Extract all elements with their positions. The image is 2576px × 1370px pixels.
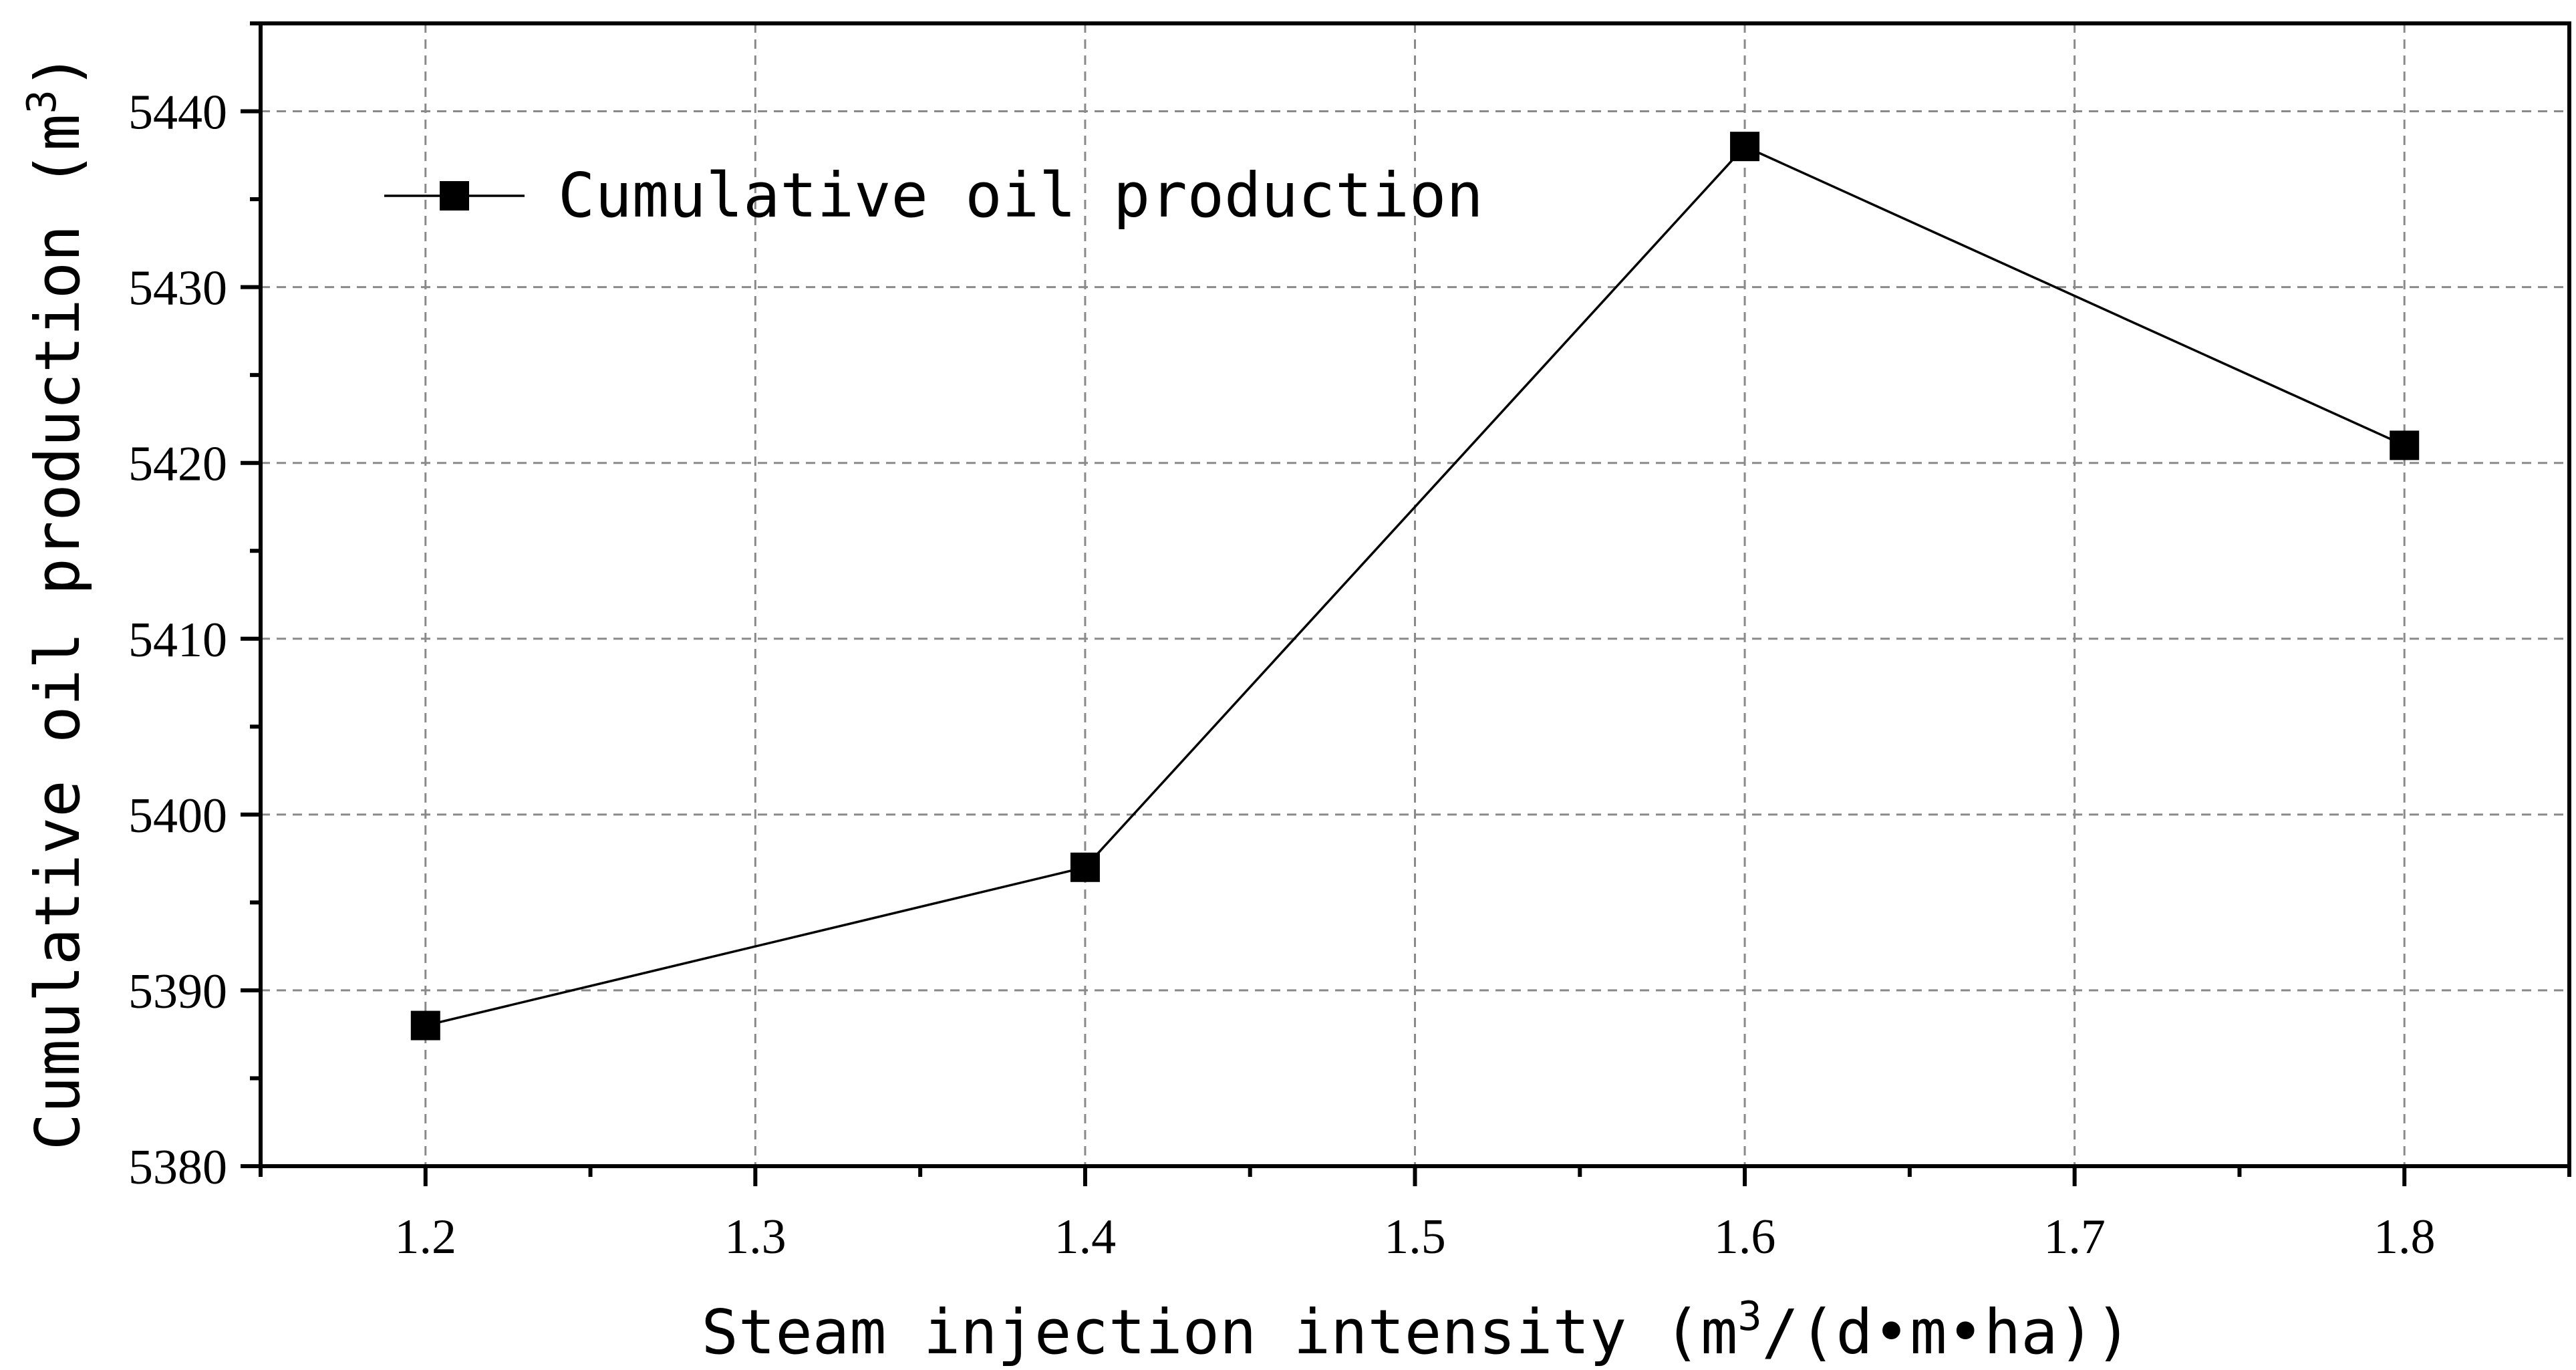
- legend-label: Cumulative oil production: [558, 160, 1483, 231]
- plot-frame: [259, 21, 2571, 1168]
- y-tick-label: 5400: [128, 789, 227, 843]
- grid: [261, 23, 2569, 1166]
- legend: Cumulative oil production: [384, 160, 1483, 231]
- x-tick-label: 1.3: [724, 1210, 786, 1264]
- data-point-marker: [1730, 132, 1760, 162]
- y-tick-label: 5390: [128, 964, 227, 1019]
- y-tick-label: 5440: [128, 86, 227, 140]
- y-tick-label: 5410: [128, 613, 227, 668]
- x-tick-label: 1.7: [2043, 1210, 2106, 1264]
- legend-marker-square: [440, 181, 469, 211]
- x-tick-label: 1.6: [1714, 1210, 1776, 1264]
- data-point-marker: [2390, 430, 2420, 460]
- y-tick-label: 5430: [128, 261, 227, 316]
- y-tick-label: 5380: [128, 1140, 227, 1195]
- x-tick-label: 1.5: [1384, 1210, 1446, 1264]
- y-tick-label: 5420: [128, 437, 227, 492]
- series-line: [425, 145, 2405, 1027]
- data-point-marker: [410, 1010, 440, 1041]
- x-tick-labels: 1.2 1.3 1.4 1.5 1.6 1.7 1.8: [395, 1210, 2436, 1264]
- series-cumulative-oil-production: [410, 132, 2420, 1041]
- y-tick-labels: 5380 5390 5400 5410 5420 5430 5440: [128, 86, 227, 1195]
- x-tick-label: 1.2: [395, 1210, 457, 1264]
- x-axis-title: Steam injection intensity (m3/(d•m•ha)): [702, 1293, 2132, 1368]
- x-tick-label: 1.8: [2374, 1210, 2436, 1264]
- x-tick-label: 1.4: [1054, 1210, 1117, 1264]
- data-point-marker: [1070, 852, 1100, 882]
- y-axis-title: Cumulative oil production (m3): [19, 53, 94, 1150]
